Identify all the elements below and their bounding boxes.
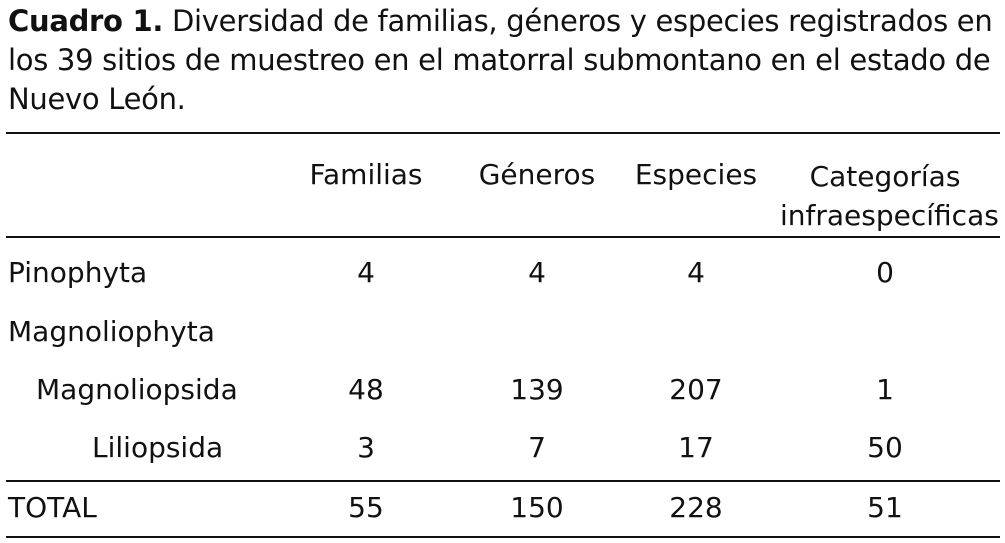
cell-total-generos: 150 bbox=[510, 491, 564, 524]
cell-liliopsida-especies: 17 bbox=[678, 431, 714, 464]
cell-liliopsida-categorias: 50 bbox=[867, 431, 903, 464]
cell-total-familias: 55 bbox=[348, 491, 384, 524]
table-top-rule bbox=[6, 132, 1000, 134]
header-categorias: Categorías bbox=[809, 160, 961, 193]
header-especies: Especies bbox=[634, 158, 758, 191]
table-caption: Cuadro 1. Diversidad de familias, género… bbox=[8, 2, 1000, 119]
cell-pinophyta-categorias: 0 bbox=[876, 256, 894, 289]
caption-label: Cuadro 1. bbox=[8, 4, 164, 38]
cell-magnoliopsida-categorias: 1 bbox=[876, 373, 894, 406]
cell-total-especies: 228 bbox=[669, 491, 723, 524]
total-rule bbox=[6, 480, 1000, 482]
header-infraespecificas: infraespecíficas bbox=[780, 199, 999, 232]
table-bottom-rule bbox=[6, 536, 1000, 538]
header-rule bbox=[6, 236, 1000, 238]
caption-text: Diversidad de familias, géneros y especi… bbox=[8, 4, 993, 116]
cell-magnoliopsida-familias: 48 bbox=[348, 373, 384, 406]
cell-pinophyta-familias: 4 bbox=[357, 256, 375, 289]
row-label-magnoliophyta: Magnoliophyta bbox=[8, 315, 215, 348]
header-familias: Familias bbox=[309, 158, 423, 191]
cell-magnoliopsida-especies: 207 bbox=[669, 373, 723, 406]
row-label-total: TOTAL bbox=[8, 491, 97, 524]
cell-magnoliopsida-generos: 139 bbox=[510, 373, 564, 406]
cell-liliopsida-generos: 7 bbox=[528, 431, 546, 464]
row-label-pinophyta: Pinophyta bbox=[8, 256, 148, 289]
row-label-magnoliopsida: Magnoliopsida bbox=[36, 373, 238, 406]
cell-total-categorias: 51 bbox=[867, 491, 903, 524]
cell-pinophyta-generos: 4 bbox=[528, 256, 546, 289]
cell-pinophyta-especies: 4 bbox=[687, 256, 705, 289]
header-generos: Géneros bbox=[478, 158, 596, 191]
row-label-liliopsida: Liliopsida bbox=[92, 431, 224, 464]
cell-liliopsida-familias: 3 bbox=[357, 431, 375, 464]
